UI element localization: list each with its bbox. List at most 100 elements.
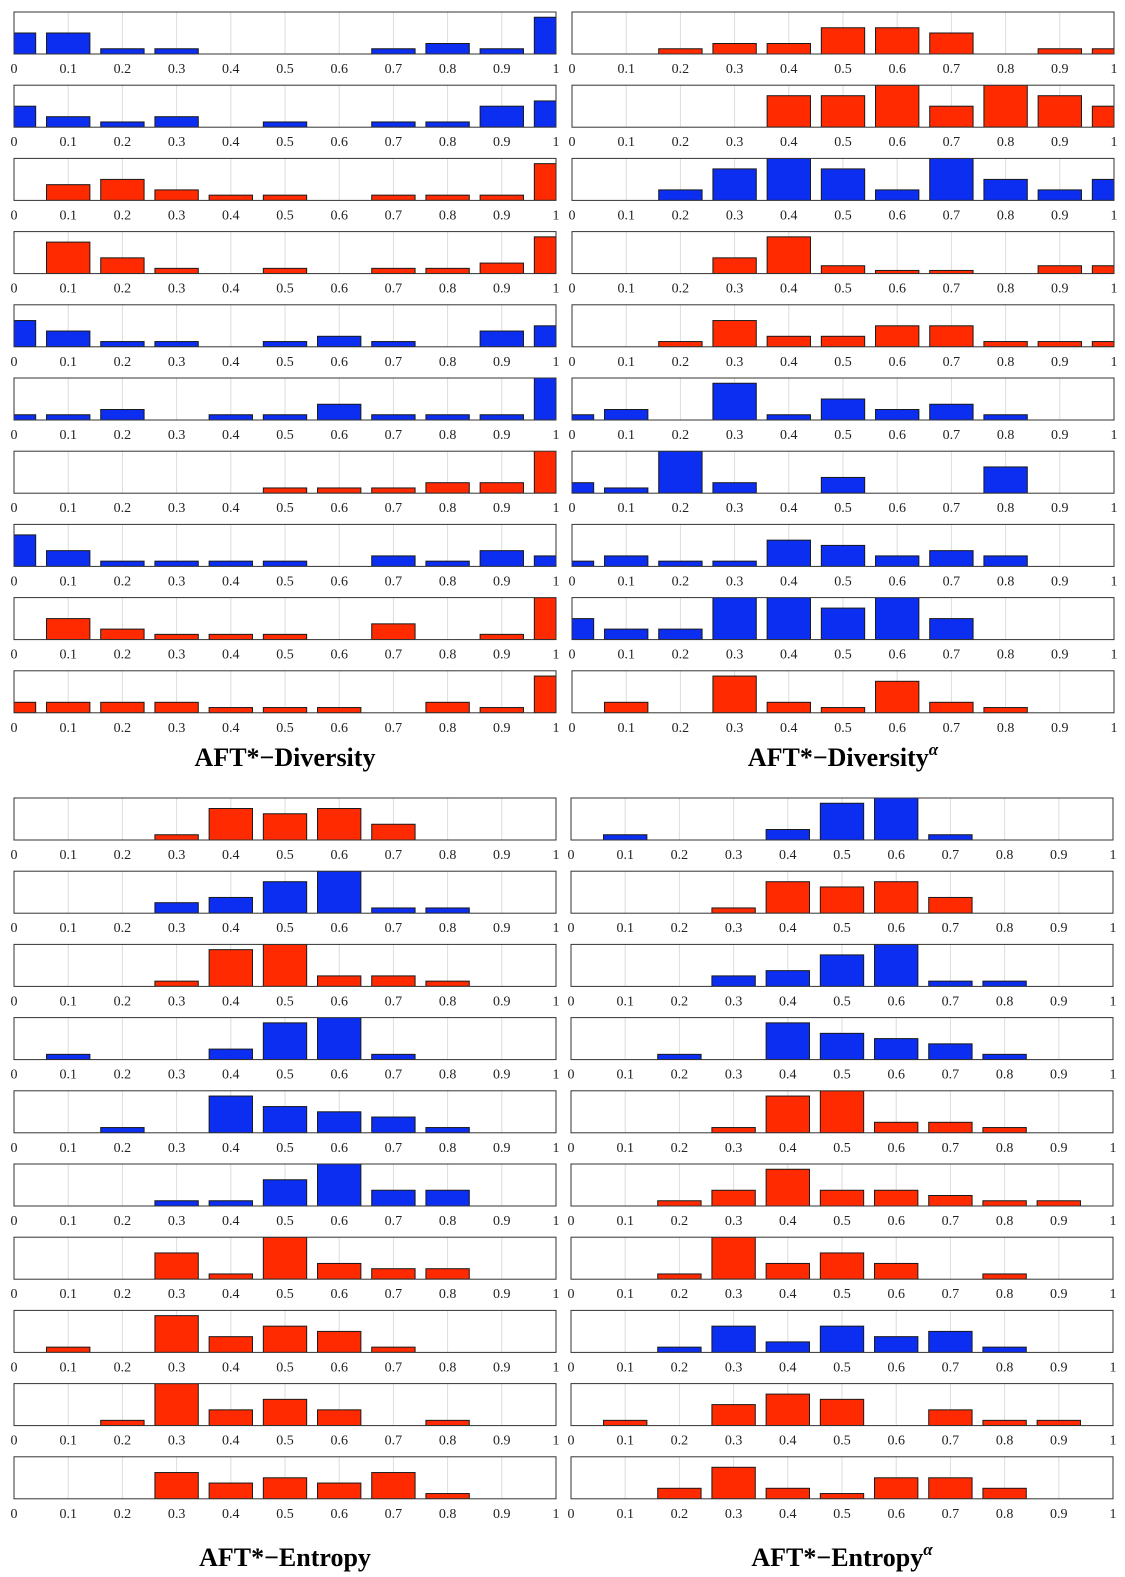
panel-1: 0 0.1 0.2 0.3 0.4 0.5 0.6 0.7 0.8 0.9 10 0.1 0.2 0.3 0… <box>11 11 560 772</box>
x-tick-label: 0.7 <box>385 994 403 1009</box>
x-tick-label: 0.4 <box>779 1287 797 1302</box>
bar <box>983 178 1028 201</box>
bar-group <box>46 1315 416 1353</box>
x-tick-label: 0.7 <box>942 1141 960 1156</box>
x-tick-label: 0.7 <box>943 282 961 297</box>
subplot-frame <box>570 1309 1114 1353</box>
bar <box>875 27 920 54</box>
x-tick-label: 0.8 <box>996 1434 1014 1449</box>
bar <box>425 482 470 494</box>
bar <box>208 1482 253 1499</box>
x-tick-label: 0.5 <box>276 1507 294 1522</box>
bar <box>100 48 145 54</box>
x-tick-label: 0.2 <box>114 1434 132 1449</box>
bar <box>425 1127 470 1133</box>
x-tick-label: 0.2 <box>114 428 132 443</box>
bar <box>874 1038 919 1060</box>
bar <box>875 85 920 128</box>
bar <box>1037 48 1082 54</box>
x-tick-label: 0.9 <box>493 1434 511 1449</box>
x-tick-label: 0 <box>11 921 18 936</box>
x-tick-label: 0.4 <box>780 62 798 77</box>
bar <box>533 597 556 640</box>
bar-group <box>154 871 470 914</box>
bar <box>208 707 253 713</box>
x-tick-label: 0 <box>11 62 18 77</box>
bar-group <box>658 320 1114 347</box>
x-tick-label: 0.6 <box>887 848 905 863</box>
bar <box>425 907 470 914</box>
bar <box>604 409 649 420</box>
x-tick-label: 0.7 <box>943 135 961 150</box>
x-tick-label: 0.1 <box>59 721 77 736</box>
x-tick-label: 1 <box>553 208 560 223</box>
bar <box>317 335 362 347</box>
x-tick-label: 0.9 <box>493 1507 511 1522</box>
x-tick-label: 1 <box>553 501 560 516</box>
bar <box>533 236 556 274</box>
bar-group <box>711 881 973 914</box>
x-tick-label: 0.5 <box>276 428 294 443</box>
bar <box>154 902 199 914</box>
bar <box>929 158 974 201</box>
bar <box>982 1346 1027 1353</box>
bar <box>711 1466 756 1499</box>
x-tick-label: 0.4 <box>780 574 798 589</box>
x-tick-label: 0.6 <box>888 501 906 516</box>
bar <box>1091 341 1114 347</box>
bar-group <box>604 675 1028 713</box>
x-tick-label: 0.2 <box>671 921 689 936</box>
bar <box>208 194 253 201</box>
subplot-frame <box>13 1383 557 1427</box>
x-tick-label: 0.6 <box>330 282 348 297</box>
bar <box>657 1273 702 1280</box>
bar <box>928 1477 973 1499</box>
subplot-frame <box>13 523 557 567</box>
subplot-frame <box>571 11 1115 55</box>
x-tick-label: 0.2 <box>672 501 690 516</box>
bar <box>1037 265 1082 274</box>
bar <box>874 798 919 840</box>
x-tick-label: 0.3 <box>168 994 186 1009</box>
x-tick-label: 1 <box>1110 994 1117 1009</box>
x-tick-label: 0.9 <box>493 574 511 589</box>
x-tick-label: 0.2 <box>672 282 690 297</box>
x-tick-label: 0.4 <box>779 848 797 863</box>
x-tick-label: 0.5 <box>833 848 851 863</box>
subplot: 0 0.1 0.2 0.3 0.4 0.5 0.6 0.7 0.8 0.9 1 <box>11 1163 560 1229</box>
bar <box>819 886 865 914</box>
subplot: 0 0.1 0.2 0.3 0.4 0.5 0.6 0.7 0.8 0.9 1 <box>11 377 560 443</box>
bar <box>208 1409 253 1426</box>
x-tick-label: 0.3 <box>168 62 186 77</box>
bar <box>766 43 811 54</box>
x-tick-label: 0.1 <box>616 848 634 863</box>
bar <box>819 1493 865 1499</box>
subplot-frame <box>571 304 1115 348</box>
x-tick-label: 0.4 <box>222 574 240 589</box>
bar <box>604 487 649 494</box>
x-tick-label: 0.1 <box>617 501 635 516</box>
x-tick-label: 0 <box>11 428 18 443</box>
bar <box>982 980 1027 987</box>
x-tick-label: 0 <box>568 1360 575 1375</box>
x-tick-label: 0.1 <box>59 1214 77 1229</box>
x-tick-label: 0.6 <box>887 1507 905 1522</box>
bar <box>765 1168 810 1206</box>
bar-group <box>658 158 1114 201</box>
x-tick-label: 1 <box>553 62 560 77</box>
bar <box>1036 1419 1081 1426</box>
x-tick-label: 0.6 <box>888 574 906 589</box>
bar <box>154 1200 199 1206</box>
x-tick-label: 0 <box>11 1214 18 1229</box>
x-tick-label: 0.1 <box>59 921 77 936</box>
x-tick-label: 0.8 <box>997 501 1015 516</box>
panel-3: 0 0.1 0.2 0.3 0.4 0.5 0.6 0.7 0.8 0.9 10 0.1 0.2 0.3 0… <box>11 797 560 1572</box>
x-tick-label: 0 <box>569 428 576 443</box>
x-tick-label: 0.7 <box>385 848 403 863</box>
x-tick-label: 0.2 <box>114 501 132 516</box>
x-tick-label: 0 <box>11 1360 18 1375</box>
x-tick-label: 0.4 <box>780 135 798 150</box>
x-tick-label: 0.7 <box>385 721 403 736</box>
x-tick-label: 0.3 <box>725 1214 743 1229</box>
bar <box>711 1127 756 1133</box>
